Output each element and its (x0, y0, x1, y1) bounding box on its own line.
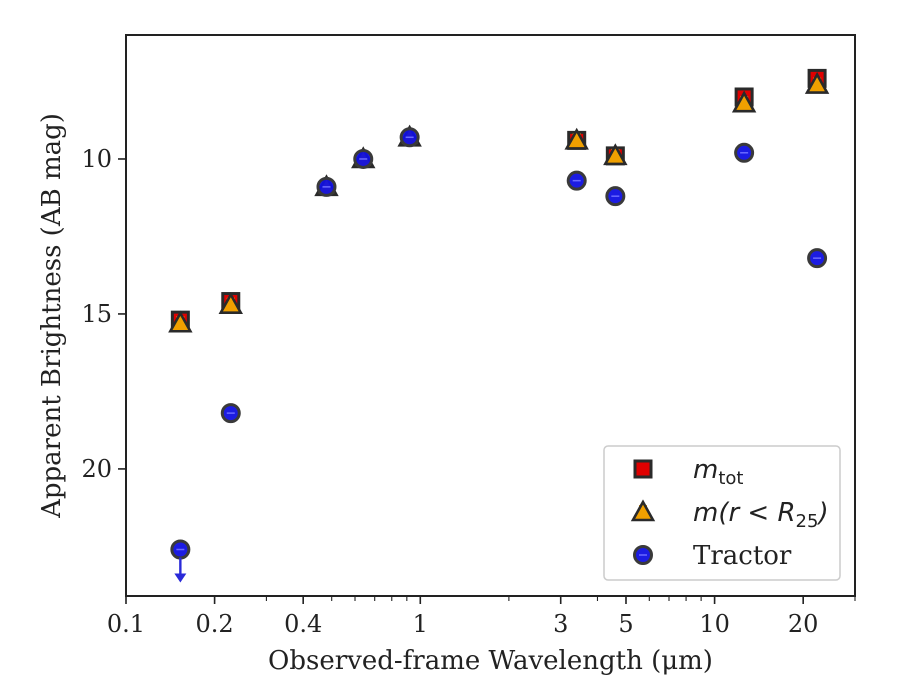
x-tick-label-0: 0.1 (107, 610, 145, 638)
series-0 (170, 68, 827, 330)
point-s2-0-limit-arrow-head (174, 573, 187, 583)
legend-box (603, 445, 841, 581)
legend: mtot m(r < R25) Tractor (603, 445, 841, 581)
point-s1-7-shape (731, 90, 757, 113)
y-tick-label-1: 15 (81, 300, 112, 328)
x-tick-label-1: 0.2 (196, 610, 234, 638)
x-tick-label-4: 3 (553, 610, 568, 638)
y-axis-label: Apparent Brightness (AB mag) (37, 113, 67, 519)
x-axis-label: Observed-frame Wavelength (μm) (268, 646, 713, 676)
legend-marker-1-shape (630, 499, 656, 522)
point-s2-4 (399, 127, 420, 148)
legend-marker-0 (633, 459, 653, 479)
point-s1-5-shape (564, 127, 589, 150)
point-s1-1-shape (218, 291, 243, 314)
point-s2-0 (170, 539, 191, 560)
series-layer (168, 68, 830, 583)
legend-marker-0-shape (633, 459, 653, 479)
point-s1-8 (804, 71, 830, 94)
series-2 (170, 127, 828, 583)
x-tick-label-2: 0.4 (284, 610, 322, 638)
ticks-layer: 0.1 0.2 0.4 1 3 5 10 20 10 15 20 (81, 145, 856, 638)
x-tick-label-7: 20 (788, 610, 819, 638)
legend-marker-2 (633, 545, 653, 565)
y-tick-label-2: 20 (81, 455, 112, 483)
point-s1-6 (603, 143, 628, 166)
x-tick-label-5: 5 (618, 610, 633, 638)
point-s2-6 (605, 186, 626, 207)
point-s2-3 (353, 148, 374, 169)
point-s1-6-shape (603, 143, 628, 166)
point-s1-0-shape (168, 310, 193, 333)
point-s2-8 (807, 248, 828, 269)
point-s1-1 (218, 291, 243, 314)
point-s1-7 (731, 90, 757, 113)
point-s1-5 (564, 127, 589, 150)
plot-frame (125, 34, 856, 597)
point-s1-8-shape (804, 71, 830, 94)
point-s2-7 (734, 142, 755, 163)
x-tick-label-6: 10 (699, 610, 730, 638)
point-s2-1 (220, 403, 241, 424)
point-s2-2 (316, 176, 337, 197)
point-s1-0 (168, 310, 193, 333)
legend-label-2: Tractor (693, 541, 792, 571)
legend-label-0: mtot (693, 455, 743, 489)
x-tick-label-3: 1 (413, 610, 428, 638)
point-s2-5 (566, 170, 587, 191)
legend-marker-1 (630, 499, 656, 522)
series-1 (168, 71, 830, 333)
legend-label-1: m(r < R25) (693, 498, 829, 532)
y-tick-label-0: 10 (81, 145, 112, 173)
